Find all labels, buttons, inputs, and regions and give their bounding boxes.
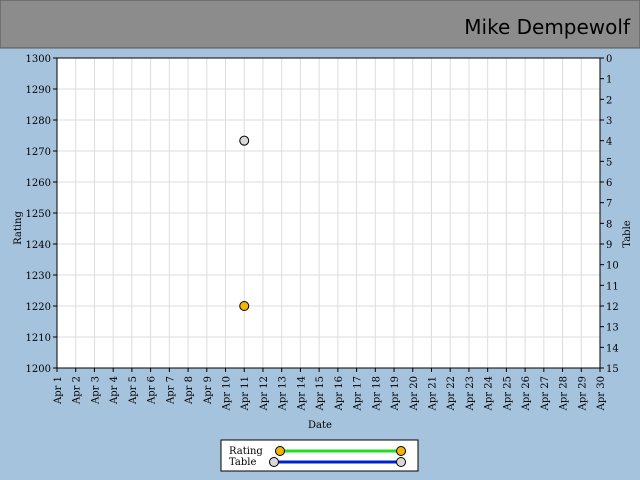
y-axis-label: Rating xyxy=(13,211,24,245)
header xyxy=(0,0,640,49)
y-tick-label: 1300 xyxy=(26,54,51,65)
x-tick-label: Apr 2 xyxy=(72,376,83,405)
x-tick-label: Apr 6 xyxy=(147,376,158,405)
x-tick-label: Apr 4 xyxy=(109,376,120,405)
data-point xyxy=(239,301,250,311)
y-tick-label: 1290 xyxy=(26,85,51,96)
x-tick-label: Apr 22 xyxy=(446,376,457,411)
x-tick-label: Apr 27 xyxy=(540,376,551,411)
y-tick-label: 1230 xyxy=(26,271,51,282)
y2-tick-label: 8 xyxy=(606,219,612,230)
x-tick-label: Apr 13 xyxy=(278,376,289,411)
y-tick-label: 1270 xyxy=(26,147,51,158)
x-tick-label: Apr 18 xyxy=(371,376,382,411)
y-tick-label: 1250 xyxy=(26,209,51,220)
x-tick-label: Apr 12 xyxy=(259,376,270,411)
x-tick-label: Apr 30 xyxy=(596,376,607,411)
x-tick-label: Apr 10 xyxy=(222,376,233,411)
legend-marker xyxy=(269,457,279,467)
chart-title: Mike Dempewolf xyxy=(464,15,631,39)
plot-border xyxy=(56,57,601,369)
y-tick-label: 1240 xyxy=(26,240,51,251)
x-tick-label: Apr 24 xyxy=(484,376,495,411)
y2-tick-label: 5 xyxy=(606,157,612,168)
y2-tick-label: 4 xyxy=(606,137,612,148)
y2-tick-label: 1 xyxy=(606,75,612,86)
y-tick-label: 1260 xyxy=(26,178,51,189)
x-tick-label: Apr 15 xyxy=(315,376,326,411)
y-tick-label: 1210 xyxy=(26,333,51,344)
x-tick-label: Apr 26 xyxy=(521,376,532,411)
y2-tick-label: 12 xyxy=(606,302,619,313)
y-tick-label: 1200 xyxy=(26,364,51,375)
y2-tick-label: 3 xyxy=(606,116,612,127)
x-tick-label: Apr 8 xyxy=(184,376,195,405)
y2-axis-label: Table xyxy=(622,220,633,247)
legend-marker xyxy=(275,446,285,456)
x-tick-label: Apr 23 xyxy=(465,376,476,411)
x-axis-label: Date xyxy=(308,420,332,431)
y2-tick-label: 15 xyxy=(606,364,619,375)
x-tick-label: Apr 3 xyxy=(90,376,101,405)
y2-tick-label: 7 xyxy=(606,199,612,210)
y2-tick-label: 2 xyxy=(606,95,612,106)
x-tick-label: Apr 17 xyxy=(353,376,364,411)
x-tick-label: Apr 9 xyxy=(203,376,214,405)
y2-tick-label: 11 xyxy=(606,281,619,292)
data-point xyxy=(239,135,250,146)
x-tick-label: Apr 25 xyxy=(502,376,513,411)
x-tick-label: Apr 29 xyxy=(577,376,588,411)
y-tick-label: 1220 xyxy=(26,302,51,313)
y2-tick-label: 14 xyxy=(606,343,619,354)
x-tick-label: Apr 28 xyxy=(559,376,570,411)
y2-tick-label: 9 xyxy=(606,240,612,251)
x-tick-label: Apr 1 xyxy=(53,376,64,405)
legend-marker xyxy=(396,457,406,467)
legend-marker xyxy=(396,446,406,456)
y2-tick-label: 0 xyxy=(606,54,612,65)
y2-tick-label: 6 xyxy=(606,178,612,189)
x-tick-label: Apr 5 xyxy=(128,376,139,405)
legend-label: Rating xyxy=(229,446,263,457)
y-tick-label: 1280 xyxy=(26,116,51,127)
x-tick-label: Apr 19 xyxy=(390,376,401,411)
x-tick-label: Apr 14 xyxy=(296,376,307,411)
x-tick-label: Apr 7 xyxy=(165,376,176,405)
x-tick-label: Apr 20 xyxy=(409,376,420,411)
x-tick-label: Apr 21 xyxy=(427,376,438,411)
x-tick-label: Apr 16 xyxy=(334,376,345,411)
x-tick-label: Apr 11 xyxy=(240,376,251,411)
legend-label: Table xyxy=(229,457,256,468)
y2-tick-label: 10 xyxy=(606,261,619,272)
legend xyxy=(220,439,419,472)
y2-tick-label: 13 xyxy=(606,323,619,334)
